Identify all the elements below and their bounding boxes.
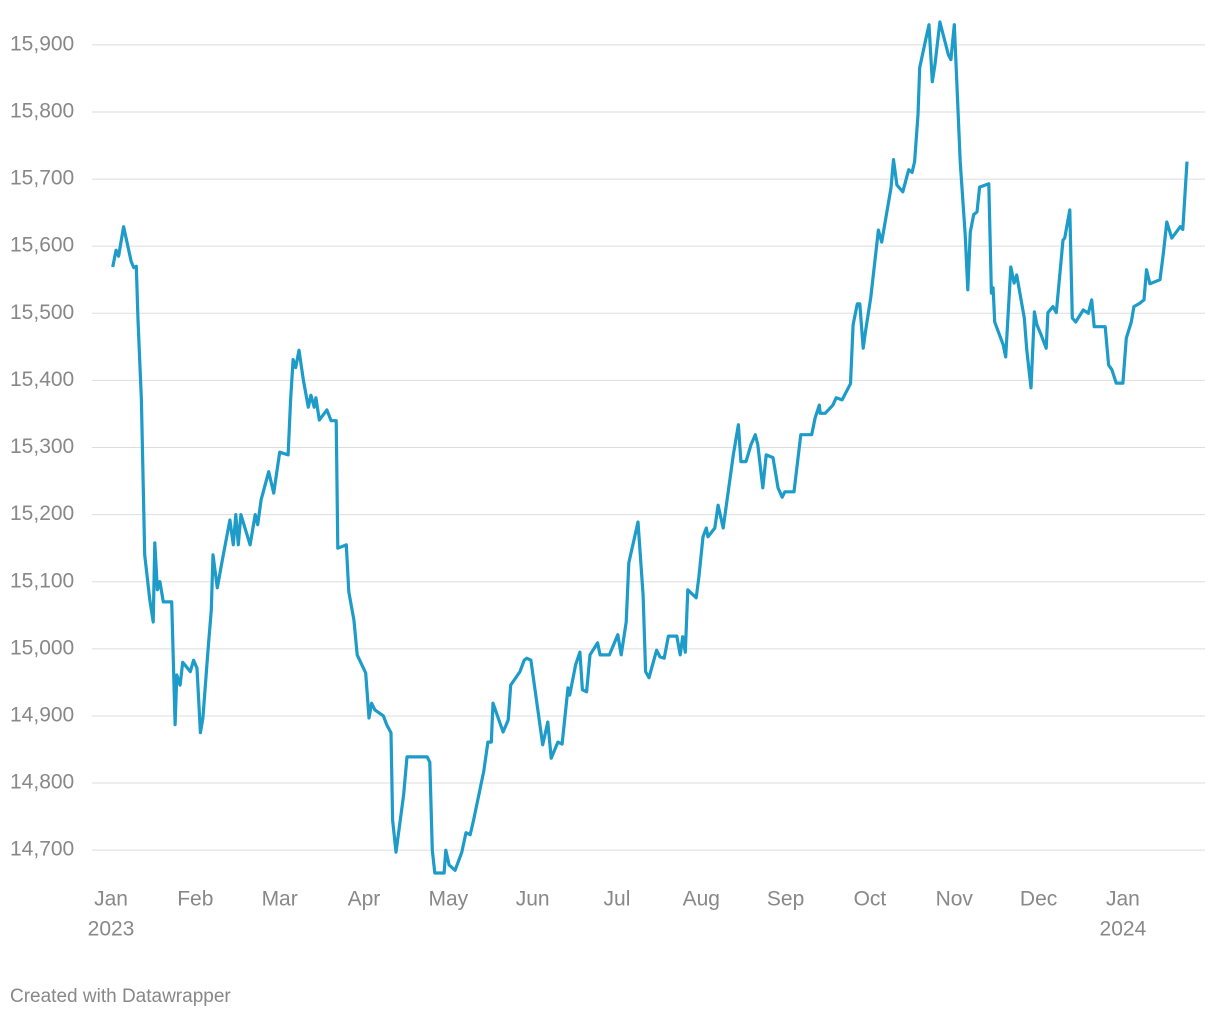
x-tick-label: Jan	[94, 888, 128, 911]
y-tick-label: 15,600	[10, 234, 74, 257]
y-tick-label: 15,700	[10, 167, 74, 190]
x-tick-year: 2024	[1100, 918, 1147, 941]
x-tick-label: Dec	[1020, 888, 1057, 911]
x-tick-label: Nov	[936, 888, 974, 911]
x-tick-label: Jan	[1106, 888, 1140, 911]
y-tick-label: 15,200	[10, 502, 74, 525]
y-tick-label: 15,900	[10, 32, 74, 55]
y-tick-label: 15,100	[10, 569, 74, 592]
credit: Created with Datawrapper	[10, 986, 231, 1007]
y-tick-label: 15,500	[10, 301, 74, 324]
x-tick-label: Apr	[348, 888, 381, 911]
y-tick-label: 14,700	[10, 838, 74, 861]
x-tick-label: Mar	[262, 888, 298, 911]
y-tick-label: 15,300	[10, 435, 74, 458]
x-tick-label: Feb	[177, 888, 213, 911]
x-tick-year: 2023	[88, 918, 135, 941]
x-tick-label: Aug	[683, 888, 720, 911]
x-tick-label: May	[428, 888, 468, 911]
x-tick-label: Sep	[767, 888, 804, 911]
y-tick-label: 15,800	[10, 100, 74, 123]
x-tick-label: Oct	[854, 888, 887, 911]
y-tick-label: 15,000	[10, 636, 74, 659]
x-tick-label: Jun	[516, 888, 550, 911]
x-tick-label: Jul	[604, 888, 631, 911]
line	[111, 20, 1189, 875]
y-tick-label: 14,900	[10, 703, 74, 726]
y-tick-label: 15,400	[10, 368, 74, 391]
y-tick-label: 14,800	[10, 771, 74, 794]
